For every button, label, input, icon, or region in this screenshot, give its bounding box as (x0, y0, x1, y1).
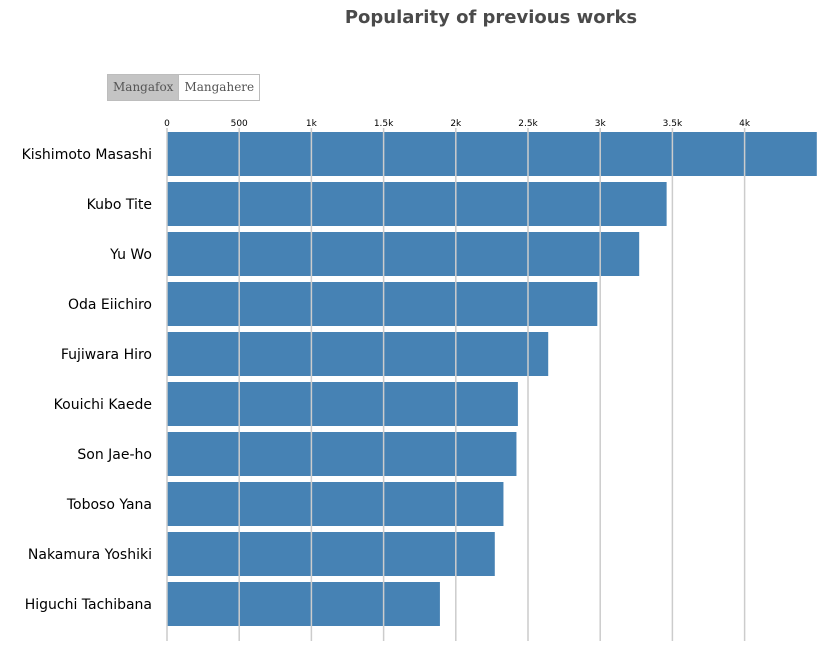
category-label: Nakamura Yoshiki (28, 547, 152, 563)
x-tick-label: 1k (306, 119, 318, 129)
x-tick-label: 0 (164, 119, 170, 129)
bar (167, 232, 640, 276)
bar (167, 532, 495, 576)
bar (167, 182, 667, 226)
bar (167, 382, 518, 426)
bar (167, 332, 549, 376)
x-tick-label: 2.5k (518, 119, 538, 129)
x-tick-label: 4k (739, 119, 751, 129)
bar (167, 482, 504, 526)
x-tick-label: 3k (595, 119, 607, 129)
category-label: Toboso Yana (66, 497, 152, 513)
category-label: Kouichi Kaede (54, 397, 152, 413)
bar (167, 432, 517, 476)
category-label: Oda Eiichiro (68, 297, 152, 313)
x-tick-label: 2k (450, 119, 462, 129)
x-tick-label: 3.5k (663, 119, 683, 129)
bar (167, 582, 440, 626)
bar (167, 282, 598, 326)
category-label: Yu Wo (109, 247, 152, 263)
category-label: Higuchi Tachibana (25, 597, 152, 613)
category-label: Fujiwara Hiro (61, 347, 152, 363)
category-label: Kishimoto Masashi (22, 147, 152, 163)
chart-title: Popularity of previous works (344, 7, 638, 28)
category-label: Son Jae-ho (77, 447, 152, 463)
mangafox-button[interactable]: Mangafox (108, 75, 179, 100)
category-label: Kubo Tite (87, 197, 152, 213)
source-toggle: Mangafox Mangahere (107, 74, 261, 101)
mangahere-button[interactable]: Mangahere (178, 75, 260, 100)
x-tick-label: 500 (231, 119, 248, 129)
bar (167, 132, 817, 176)
x-tick-label: 1.5k (374, 119, 394, 129)
